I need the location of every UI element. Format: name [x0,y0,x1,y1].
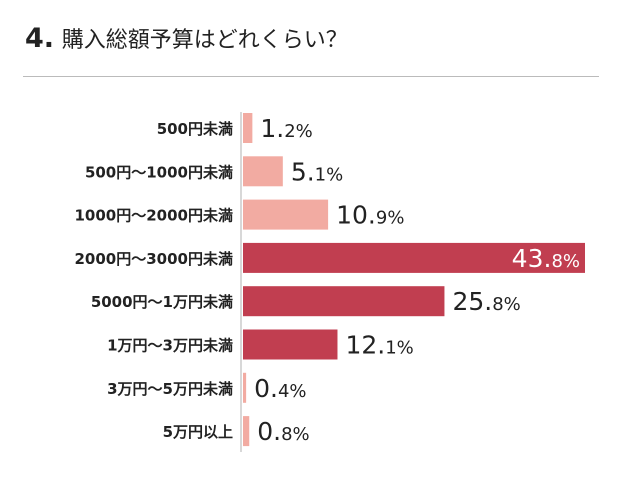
bar [243,286,445,317]
value-label: 1.2% [260,114,312,143]
value-label: 12.1% [345,331,413,360]
category-label: 500円未満 [157,120,233,138]
bar [243,372,247,403]
question-number: 4. [25,23,55,54]
category-label: 1万円〜3万円未満 [107,337,233,355]
category-label: 3万円〜5万円未満 [107,380,233,398]
category-label: 5000円〜1万円未満 [91,293,233,311]
bar [243,199,329,230]
category-label: 1000円〜2000円未満 [75,207,234,225]
value-label: 5.1% [291,157,343,186]
value-label: 25.8% [452,287,520,316]
category-label: 2000円〜3000円未満 [75,250,234,268]
divider [23,76,599,77]
bar [243,329,338,360]
bar [243,416,250,447]
value-label: 0.4% [254,374,306,403]
bar [243,113,253,143]
value-label: 10.9% [336,201,404,230]
value-label: 43.8% [512,244,580,273]
category-label: 5万円以上 [163,423,233,441]
value-label: 0.8% [257,417,309,446]
bar [243,242,585,273]
chart-title: 4. 購入総額予算はどれくらい？ [25,22,348,54]
category-label: 500円〜1000円未満 [85,163,233,181]
question-text: 購入総額予算はどれくらい？ [61,28,348,53]
bar [243,156,283,187]
